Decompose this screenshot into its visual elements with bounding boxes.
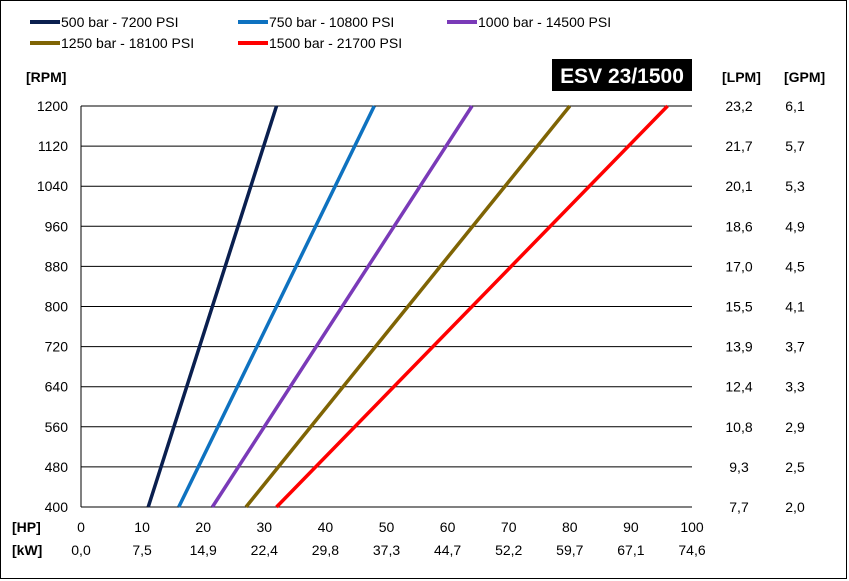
model-badge	[552, 59, 692, 91]
series-line-2	[177, 105, 376, 508]
y-tick-label: 960	[45, 218, 69, 234]
y-tick-label: 1040	[37, 178, 68, 194]
kw-tick-label: 52,2	[495, 542, 522, 558]
series-line-4	[244, 104, 572, 509]
gpm-tick-label: 5,7	[785, 138, 805, 154]
kw-tick-label: 74,6	[678, 542, 705, 558]
hp-tick-label: 40	[318, 519, 334, 535]
kw-tick-label: 0,0	[71, 542, 91, 558]
hp-tick-label: 90	[623, 519, 639, 535]
lpm-tick-label: 15,5	[725, 299, 752, 315]
y-tick-label: 800	[45, 299, 69, 315]
lpm-tick-label: 12,4	[725, 379, 752, 395]
legend-label-3: 1000 bar - 14500 PSI	[478, 14, 611, 30]
lpm-tick-label: 20,1	[725, 178, 752, 194]
y-axis-unit-label: [RPM]	[26, 69, 66, 85]
lpm-tick-label: 9,3	[729, 459, 749, 475]
series-line-5	[275, 104, 669, 509]
y-tick-label: 720	[45, 339, 69, 355]
hp-tick-label: 30	[257, 519, 273, 535]
legend-label-5: 1500 bar - 21700 PSI	[269, 35, 402, 51]
kw-tick-label: 14,9	[190, 542, 217, 558]
y-tick-label: 1120	[38, 138, 68, 154]
y-tick-label: 880	[45, 258, 69, 274]
lpm-tick-label: 13,9	[725, 339, 752, 355]
hp-tick-label: 80	[562, 519, 578, 535]
gpm-tick-label: 3,3	[785, 379, 805, 395]
lpm-tick-label: 10,8	[725, 419, 752, 435]
lpm-tick-label: 17,0	[725, 258, 752, 274]
gpm-tick-label: 2,0	[785, 499, 805, 515]
hp-tick-label: 100	[680, 519, 704, 535]
kw-tick-label: 37,3	[373, 542, 400, 558]
legend-label-2: 750 bar - 10800 PSI	[269, 14, 394, 30]
kw-tick-label: 59,7	[556, 542, 583, 558]
series-line-1	[146, 105, 279, 508]
kw-tick-label: 7,5	[132, 542, 152, 558]
lpm-tick-label: 7,7	[729, 499, 749, 515]
legend-label-1: 500 bar - 7200 PSI	[61, 14, 179, 30]
lpm-tick-label: 21,7	[725, 138, 752, 154]
hp-tick-label: 0	[77, 519, 85, 535]
gpm-tick-label: 3,7	[785, 339, 805, 355]
hp-unit-label: [HP]	[12, 519, 41, 535]
legend-label-4: 1250 bar - 18100 PSI	[61, 35, 194, 51]
gpm-tick-label: 5,3	[785, 178, 805, 194]
grid-lines	[81, 105, 692, 508]
gpm-tick-label: 6,1	[785, 98, 805, 114]
hp-tick-label: 50	[379, 519, 395, 535]
hp-tick-label: 10	[134, 519, 150, 535]
gpm-tick-label: 2,9	[785, 419, 805, 435]
kw-tick-label: 29,8	[312, 542, 339, 558]
gpm-tick-label: 4,5	[785, 258, 805, 274]
legend: 500 bar - 7200 PSI 750 bar - 10800 PSI 100…	[30, 14, 611, 51]
series-lines	[146, 104, 669, 509]
y-tick-label: 1200	[37, 98, 68, 114]
hp-tick-label: 70	[501, 519, 517, 535]
model-badge-text: ESV 23/1500	[560, 65, 684, 88]
y-tick-label: 400	[45, 499, 69, 515]
series-line-3	[210, 105, 474, 508]
gpm-unit-label: [GPM]	[784, 69, 825, 85]
kw-tick-label: 67,1	[617, 542, 644, 558]
lpm-tick-label: 23,2	[725, 98, 752, 114]
lpm-unit-label: [LPM]	[722, 69, 761, 85]
gpm-tick-label: 4,9	[785, 218, 805, 234]
lpm-tick-label: 18,6	[725, 218, 752, 234]
kw-tick-label: 44,7	[434, 542, 461, 558]
kw-unit-label: [kW]	[12, 542, 42, 558]
y-tick-label: 640	[45, 379, 69, 395]
y-tick-label: 480	[45, 459, 69, 475]
y-tick-label: 560	[45, 419, 69, 435]
hp-tick-label: 20	[195, 519, 211, 535]
gpm-tick-label: 2,5	[785, 459, 805, 475]
kw-tick-label: 22,4	[251, 542, 278, 558]
gpm-tick-label: 4,1	[785, 299, 805, 315]
hp-tick-label: 60	[440, 519, 456, 535]
